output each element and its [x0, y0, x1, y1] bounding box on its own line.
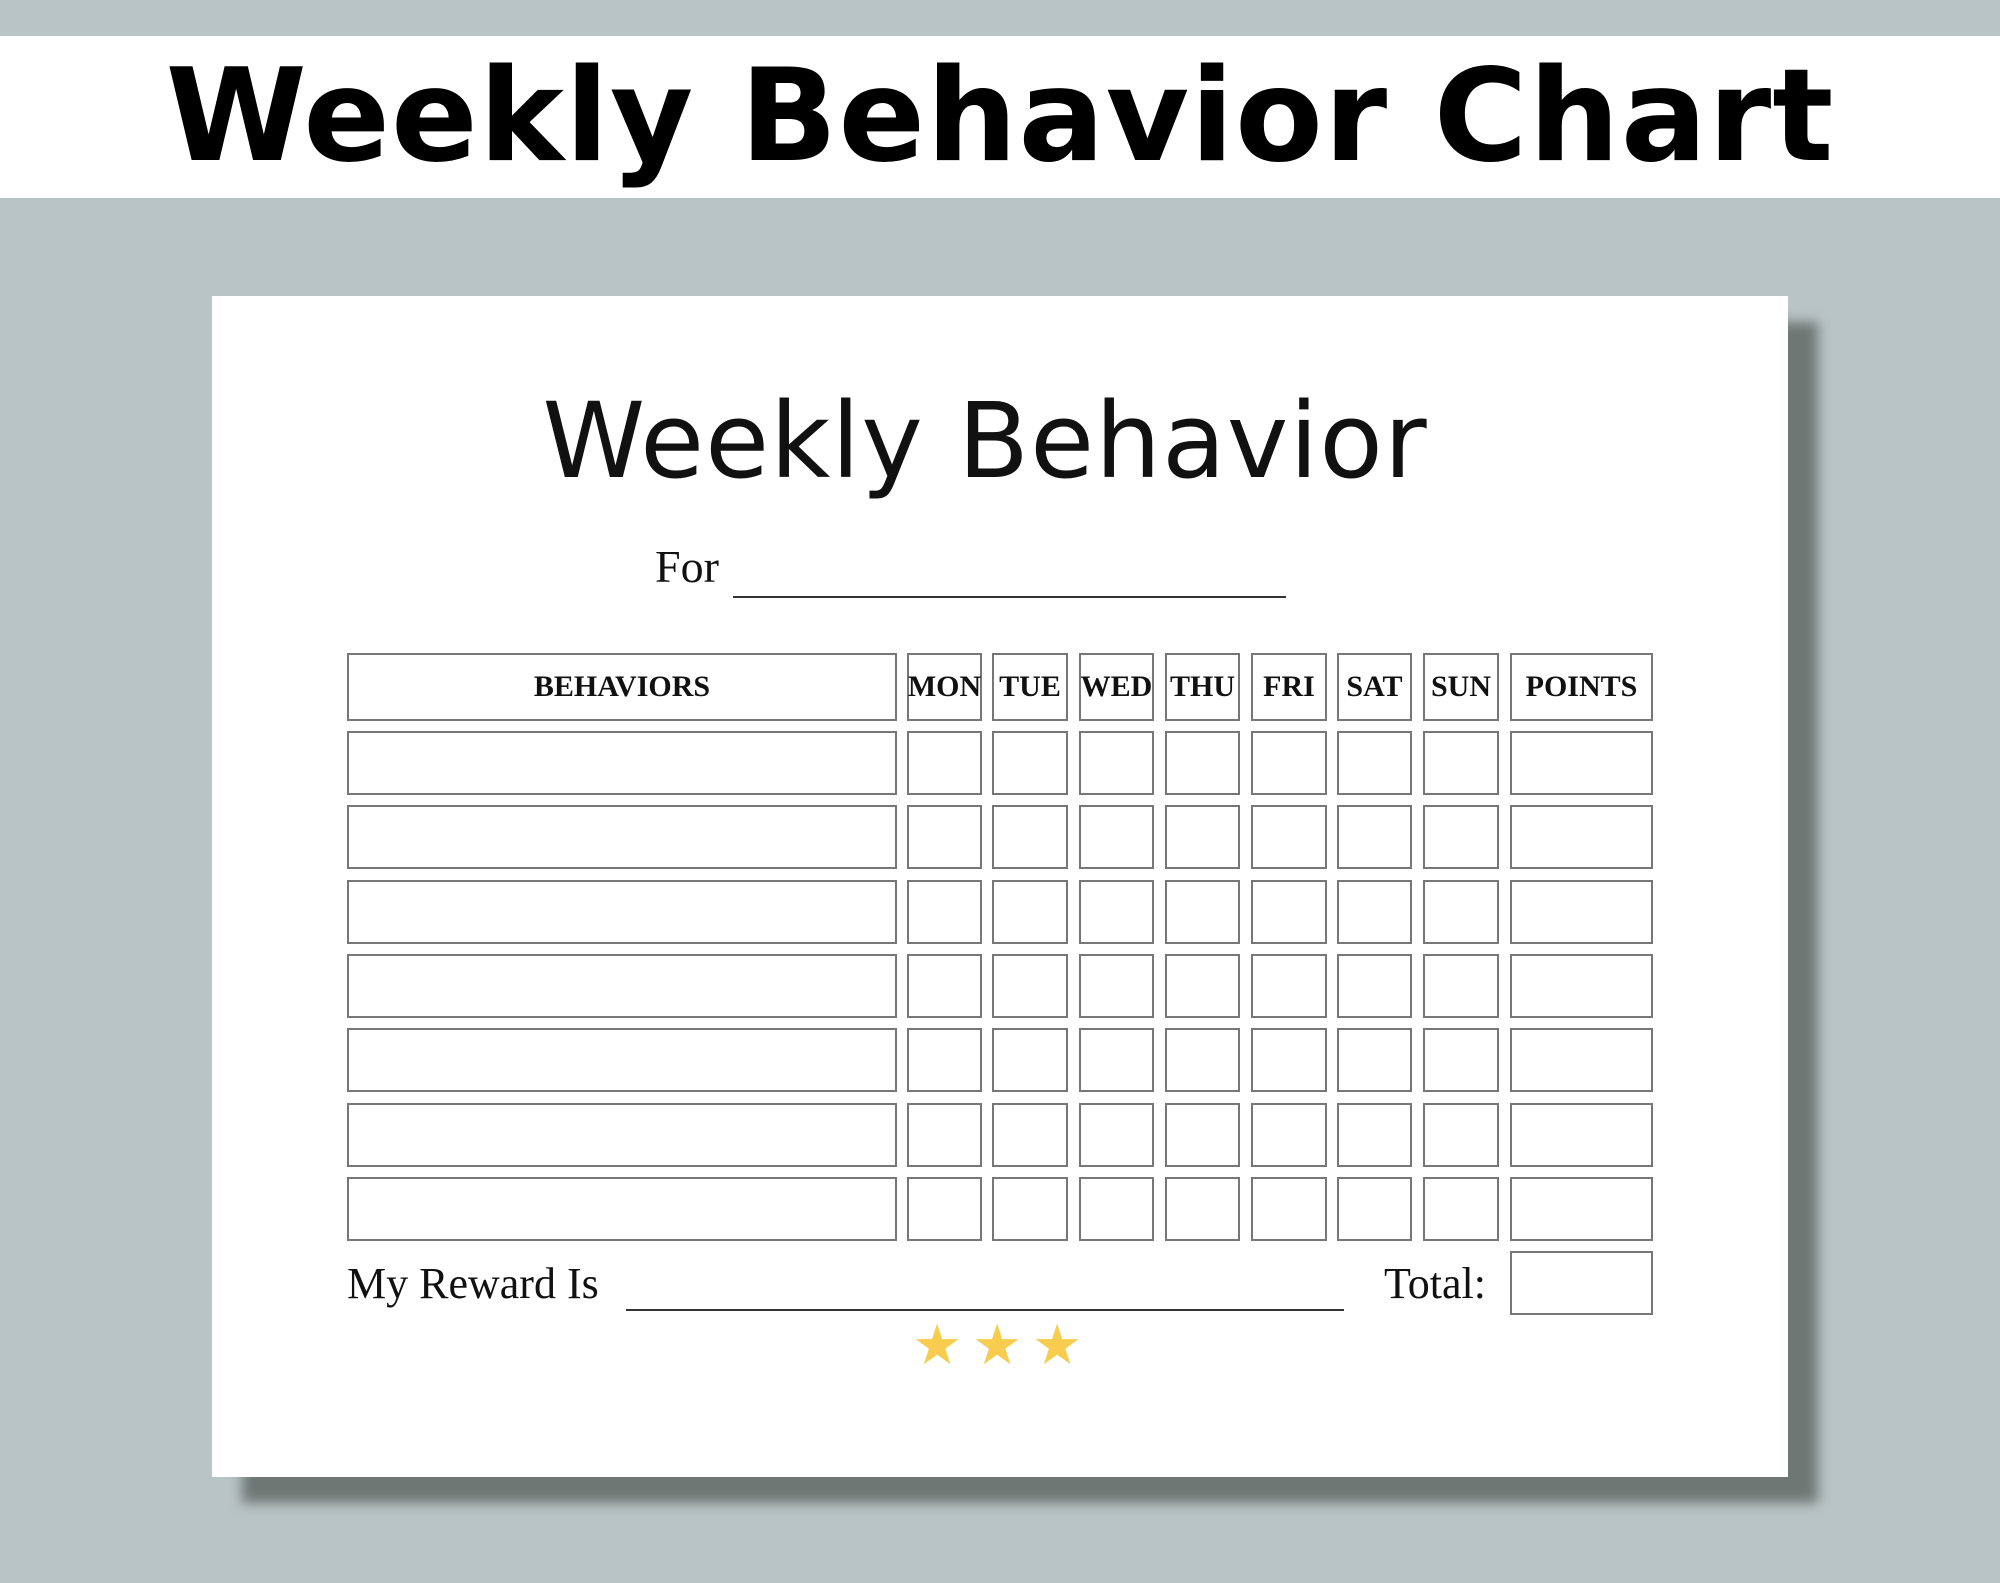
- header-behaviors: BEHAVIORS: [347, 653, 897, 721]
- day-cell-tue[interactable]: [992, 953, 1068, 1018]
- day-cell-wed[interactable]: [1079, 879, 1154, 944]
- banner-title: Weekly Behavior Chart: [165, 42, 1835, 191]
- day-cell-fri[interactable]: [1251, 1102, 1327, 1167]
- day-cell-tue[interactable]: [992, 1028, 1068, 1093]
- day-cell-fri[interactable]: [1251, 953, 1327, 1018]
- day-cell-wed[interactable]: [1079, 1102, 1154, 1167]
- behavior-cell[interactable]: [347, 1176, 897, 1241]
- header-sun: SUN: [1423, 653, 1499, 721]
- points-cell[interactable]: [1510, 879, 1653, 944]
- day-cell-tue[interactable]: [992, 879, 1068, 944]
- day-cell-wed[interactable]: [1079, 731, 1154, 795]
- day-cell-sun[interactable]: [1423, 731, 1499, 795]
- header-fri: FRI: [1251, 653, 1327, 721]
- day-cell-wed[interactable]: [1079, 1176, 1154, 1241]
- behavior-cell[interactable]: [347, 953, 897, 1018]
- day-cell-sat[interactable]: [1337, 953, 1412, 1018]
- day-cell-sun[interactable]: [1423, 1028, 1499, 1093]
- behavior-cell[interactable]: [347, 1102, 897, 1167]
- day-cell-wed[interactable]: [1079, 805, 1154, 870]
- points-cell[interactable]: [1510, 1176, 1653, 1241]
- reward-line[interactable]: [626, 1309, 1344, 1311]
- day-cell-sat[interactable]: [1337, 731, 1412, 795]
- star-icon: ★: [1032, 1315, 1083, 1377]
- day-cell-thu[interactable]: [1165, 879, 1240, 944]
- day-cell-mon[interactable]: [907, 879, 982, 944]
- day-cell-mon[interactable]: [907, 805, 982, 870]
- day-cell-tue[interactable]: [992, 1102, 1068, 1167]
- day-cell-fri[interactable]: [1251, 879, 1327, 944]
- day-cell-thu[interactable]: [1165, 953, 1240, 1018]
- points-cell[interactable]: [1510, 1102, 1653, 1167]
- behavior-cell[interactable]: [347, 1028, 897, 1093]
- day-cell-wed[interactable]: [1079, 1028, 1154, 1093]
- title-banner: [0, 36, 2000, 198]
- day-cell-mon[interactable]: [907, 1028, 982, 1093]
- points-cell[interactable]: [1510, 1028, 1653, 1093]
- name-line[interactable]: [733, 596, 1286, 598]
- day-cell-sun[interactable]: [1423, 1176, 1499, 1241]
- header-sat: SAT: [1337, 653, 1412, 721]
- header-wed: WED: [1079, 653, 1154, 721]
- reward-label: My Reward Is: [347, 1259, 599, 1308]
- header-tue: TUE: [992, 653, 1068, 721]
- day-cell-fri[interactable]: [1251, 731, 1327, 795]
- day-cell-thu[interactable]: [1165, 1102, 1240, 1167]
- day-cell-tue[interactable]: [992, 1176, 1068, 1241]
- day-cell-sat[interactable]: [1337, 1176, 1412, 1241]
- star-icon: ★: [972, 1315, 1023, 1377]
- behavior-cell[interactable]: [347, 731, 897, 795]
- total-label: Total:: [1384, 1259, 1487, 1308]
- day-cell-sat[interactable]: [1337, 1102, 1412, 1167]
- star-icon: ★: [912, 1315, 963, 1377]
- header-points: POINTS: [1510, 653, 1653, 721]
- behavior-cell[interactable]: [347, 879, 897, 944]
- day-cell-thu[interactable]: [1165, 731, 1240, 795]
- total-box[interactable]: [1510, 1251, 1653, 1315]
- day-cell-sun[interactable]: [1423, 1102, 1499, 1167]
- day-cell-fri[interactable]: [1251, 805, 1327, 870]
- day-cell-sat[interactable]: [1337, 879, 1412, 944]
- points-cell[interactable]: [1510, 805, 1653, 870]
- header-thu: THU: [1165, 653, 1240, 721]
- points-cell[interactable]: [1510, 731, 1653, 795]
- for-label: For: [655, 541, 719, 592]
- day-cell-sun[interactable]: [1423, 805, 1499, 870]
- day-cell-fri[interactable]: [1251, 1176, 1327, 1241]
- day-cell-thu[interactable]: [1165, 1028, 1240, 1093]
- day-cell-thu[interactable]: [1165, 1176, 1240, 1241]
- day-cell-fri[interactable]: [1251, 1028, 1327, 1093]
- day-cell-mon[interactable]: [907, 1102, 982, 1167]
- day-cell-wed[interactable]: [1079, 953, 1154, 1018]
- day-cell-sun[interactable]: [1423, 879, 1499, 944]
- day-cell-thu[interactable]: [1165, 805, 1240, 870]
- day-cell-mon[interactable]: [907, 731, 982, 795]
- sheet-title: Weekly Behavior: [542, 380, 1428, 502]
- day-cell-tue[interactable]: [992, 805, 1068, 870]
- day-cell-sun[interactable]: [1423, 953, 1499, 1018]
- header-mon: MON: [907, 653, 982, 721]
- day-cell-sat[interactable]: [1337, 1028, 1412, 1093]
- day-cell-sat[interactable]: [1337, 805, 1412, 870]
- day-cell-mon[interactable]: [907, 1176, 982, 1241]
- behavior-cell[interactable]: [347, 805, 897, 870]
- points-cell[interactable]: [1510, 953, 1653, 1018]
- day-cell-mon[interactable]: [907, 953, 982, 1018]
- day-cell-tue[interactable]: [992, 731, 1068, 795]
